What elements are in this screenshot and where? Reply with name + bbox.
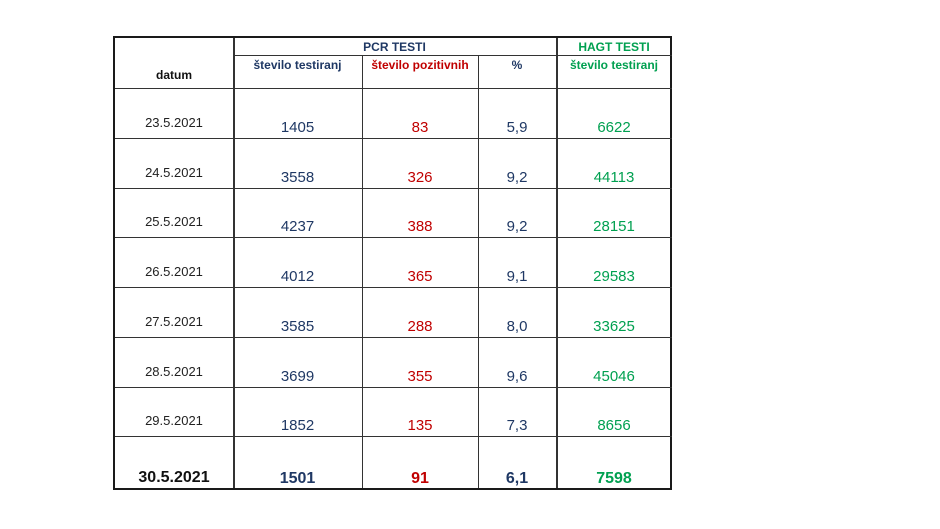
header-pcr-group: PCR TESTI [363,40,426,54]
cell-percent: 7,3 [506,417,528,434]
cell-percent: 9,2 [506,218,528,235]
cell-percent: 8,0 [506,318,528,335]
cell-date: 30.5.2021 [138,469,210,486]
cell-percent: 6,1 [505,470,529,487]
cell-hagt-tested: 7598 [596,470,632,487]
row-divider [115,337,672,338]
row-divider [115,387,672,388]
cell-hagt-tested: 45046 [593,368,635,385]
cell-pcr-positive: 288 [407,318,433,335]
cell-date: 24.5.2021 [145,165,203,180]
cell-hagt-tested: 8656 [597,417,631,434]
cell-percent: 9,1 [506,268,528,285]
cell-hagt-tested: 44113 [593,169,635,186]
header-pcr-tested: število testiranj [253,58,342,72]
cell-date: 26.5.2021 [145,264,203,279]
cell-date: 28.5.2021 [145,364,203,379]
header-percent: % [511,58,523,72]
header-date: datum [156,68,192,82]
header-hagt-group: HAGT TESTI [578,40,650,54]
cell-pcr-tested: 3699 [280,368,315,385]
column-divider [362,56,363,488]
cell-pcr-positive: 91 [411,470,429,487]
row-divider [115,287,672,288]
row-divider [115,138,672,139]
header-pcr-positive: število pozitivnih [371,58,469,72]
header-hagt-tested: število testiranj [569,58,659,72]
testing-table: datum PCR TESTI HAGT TESTI število testi… [113,36,672,490]
column-divider [556,38,558,488]
row-divider [115,237,672,238]
cell-hagt-tested: 28151 [593,218,635,235]
cell-date: 29.5.2021 [145,413,203,428]
cell-hagt-tested: 33625 [593,318,635,335]
cell-pcr-tested: 3585 [280,318,315,335]
cell-percent: 5,9 [506,119,528,136]
cell-pcr-tested: 1852 [280,417,315,434]
cell-hagt-tested: 6622 [597,119,631,136]
cell-pcr-positive: 388 [407,218,433,235]
cell-date: 27.5.2021 [145,314,203,329]
column-divider [478,56,479,488]
cell-pcr-tested: 3558 [280,169,315,186]
cell-date: 25.5.2021 [145,214,203,229]
row-divider [115,188,672,189]
row-divider [233,55,672,56]
cell-percent: 9,2 [506,169,528,186]
row-divider [115,436,672,437]
cell-pcr-positive: 135 [407,417,433,434]
cell-pcr-positive: 83 [411,119,429,136]
cell-pcr-tested: 4012 [280,268,315,285]
cell-pcr-positive: 355 [407,368,433,385]
row-divider [115,88,672,89]
cell-hagt-tested: 29583 [593,268,635,285]
cell-pcr-positive: 326 [407,169,433,186]
cell-percent: 9,6 [506,368,528,385]
column-divider [233,38,235,488]
cell-pcr-tested: 4237 [280,218,315,235]
cell-date: 23.5.2021 [145,115,203,130]
cell-pcr-positive: 365 [407,268,433,285]
cell-pcr-tested: 1405 [280,119,315,136]
cell-pcr-tested: 1501 [279,470,316,487]
